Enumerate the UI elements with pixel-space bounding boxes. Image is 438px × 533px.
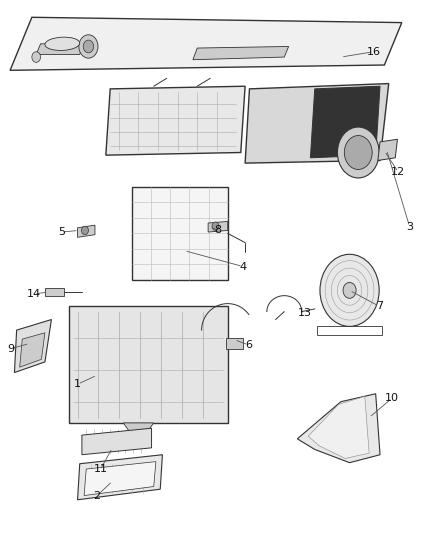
Text: 7: 7 [376,301,383,311]
Polygon shape [84,462,156,496]
Text: 6: 6 [245,340,252,350]
Text: 16: 16 [367,47,381,56]
Text: 3: 3 [406,222,413,232]
Polygon shape [82,428,152,455]
Circle shape [212,222,219,230]
Text: 12: 12 [391,167,406,177]
Text: 10: 10 [385,393,399,403]
Polygon shape [10,17,402,70]
Text: 11: 11 [94,464,108,474]
Text: 2: 2 [94,490,101,500]
Ellipse shape [45,37,80,51]
Polygon shape [308,397,369,458]
Circle shape [344,135,372,169]
Polygon shape [297,394,380,463]
Text: 13: 13 [298,308,312,318]
Circle shape [343,282,356,298]
Polygon shape [226,338,243,349]
Circle shape [83,40,94,53]
Text: 5: 5 [58,227,65,237]
Circle shape [320,254,379,326]
Text: 1: 1 [74,379,81,389]
Polygon shape [193,46,289,60]
Text: 4: 4 [240,262,247,271]
Text: 9: 9 [7,344,14,354]
Text: 14: 14 [27,289,41,299]
Polygon shape [78,225,95,237]
Polygon shape [208,221,228,232]
Polygon shape [106,86,245,155]
Polygon shape [69,306,228,423]
Circle shape [81,226,88,235]
Polygon shape [14,319,51,373]
Text: 8: 8 [215,225,222,236]
Polygon shape [123,423,154,444]
Circle shape [337,127,379,178]
Bar [317,326,382,335]
Polygon shape [45,288,64,296]
Circle shape [32,52,41,62]
Polygon shape [245,84,389,163]
Polygon shape [36,44,84,54]
Circle shape [79,35,98,58]
Polygon shape [20,333,45,367]
Polygon shape [311,86,380,158]
Polygon shape [78,455,162,500]
Bar [132,187,228,280]
Polygon shape [378,139,397,160]
